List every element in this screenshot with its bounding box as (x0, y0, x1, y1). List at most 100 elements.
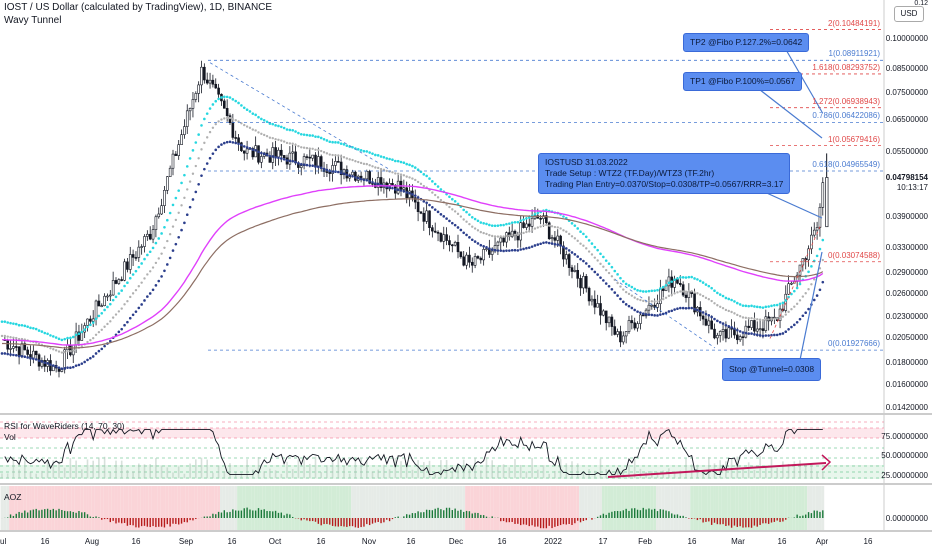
tunnel-navy-dot (140, 303, 143, 306)
tunnel-navy-dot (704, 312, 708, 316)
aoz-bar (189, 518, 191, 521)
currency-badge[interactable]: USD (894, 6, 924, 22)
tunnel-navy-dot (394, 188, 397, 191)
aoz-bar (140, 518, 143, 527)
tunnel-cyan-dot (690, 275, 693, 279)
candle-body (428, 210, 431, 228)
volume-bar (685, 458, 687, 478)
volume-bar (702, 470, 704, 478)
tunnel-navy-dot (91, 355, 95, 358)
tunnel-gray-dot (109, 320, 112, 323)
tunnel-cyan-dot (593, 245, 597, 249)
price-tick-label: 0.01420000 (885, 403, 928, 412)
tunnel-cyan-dot (525, 217, 528, 220)
trade-setup-callout[interactable]: IOSTUSD 31.03.2022 Trade Setup : WTZ2 (T… (538, 153, 791, 194)
tunnel-cyan-dot (23, 324, 27, 328)
aoz-bg-cell (664, 486, 668, 530)
aoz-bar (511, 518, 513, 522)
aoz-bar (611, 511, 613, 518)
candle-body (610, 316, 614, 327)
aoz-bg-cell (547, 486, 551, 530)
tunnel-cyan-dot (596, 248, 599, 252)
tunnel-cyan-dot (314, 135, 317, 138)
tunnel-gray-dot (462, 218, 465, 221)
tunnel-cyan-dot (271, 122, 275, 126)
candle-body (154, 216, 158, 231)
tunnel-cyan-dot (453, 199, 457, 203)
tunnel-cyan-dot (516, 220, 520, 224)
x-tick-label: 16 (131, 537, 141, 546)
volume-bar (371, 471, 374, 478)
aoz-bar (320, 518, 322, 526)
volume-bar (742, 469, 744, 478)
tunnel-cyan-dot (573, 224, 577, 227)
aoz-bar (457, 510, 459, 518)
tunnel-cyan-dot (365, 150, 369, 153)
aoz-bg-cell (29, 486, 32, 530)
tunnel-gray-dot (693, 291, 696, 294)
tunnel-cyan-dot (798, 282, 802, 286)
tunnel-cyan-dot (211, 103, 215, 106)
aoz-bg-cell (399, 486, 403, 530)
aoz-bar (574, 518, 576, 524)
last-price-label: 0.04798154 (885, 172, 928, 182)
tp1-callout[interactable]: TP1 @Fibo P.100%=0.0567 (683, 72, 803, 91)
candle-body (790, 282, 793, 285)
fib-level-label: 1(0.05679416) (827, 134, 880, 144)
tunnel-cyan-dot (376, 154, 380, 157)
aoz-bg-cell (239, 486, 243, 530)
tunnel-cyan-dot (468, 213, 471, 216)
tunnel-gray-dot (411, 177, 414, 180)
volume-bar (29, 472, 32, 478)
tunnel-cyan-dot (790, 292, 793, 296)
aoz-bar (306, 518, 308, 521)
candle-body (522, 222, 525, 228)
aoz-bar (311, 518, 314, 522)
tunnel-navy-dot (234, 141, 237, 145)
aoz-bg-cell (564, 486, 568, 530)
stop-callout[interactable]: Stop @Tunnel=0.0308 (722, 358, 822, 381)
aoz-bg-cell (807, 486, 810, 530)
candle-body (479, 257, 483, 261)
tunnel-cyan-dot (191, 149, 195, 152)
aoz-bg-cell (701, 486, 705, 530)
aoz-bar (577, 518, 579, 521)
tunnel-gray-dot (662, 297, 665, 301)
candle-body (550, 237, 554, 240)
volume-bar (109, 472, 112, 478)
candle-body (197, 84, 200, 94)
candle-body (365, 171, 369, 180)
aoz-bar (269, 511, 271, 518)
candle-body (701, 315, 705, 320)
tunnel-navy-dot (545, 241, 548, 244)
aoz-bg-cell (308, 486, 312, 530)
aoz-bar (18, 511, 20, 518)
tunnel-gray-dot (345, 157, 349, 160)
candle-body (94, 300, 98, 320)
tunnel-gray-dot (804, 292, 807, 295)
candle-body (613, 326, 617, 335)
tunnel-navy-dot (402, 189, 406, 193)
aoz-bar (554, 518, 556, 527)
tunnel-gray-dot (753, 317, 756, 321)
tunnel-navy-dot (716, 319, 719, 323)
tunnel-navy-dot (613, 291, 617, 294)
tunnel-navy-dot (710, 315, 713, 319)
aoz-bar (451, 510, 453, 518)
aoz-bg-cell (11, 486, 15, 530)
tunnel-cyan-dot (465, 210, 468, 214)
candle-body (525, 223, 528, 228)
tunnel-navy-dot (533, 244, 537, 247)
tunnel-cyan-dot (710, 286, 713, 290)
aoz-bar (169, 518, 171, 527)
tp2-callout[interactable]: TP2 @Fibo P.127.2%=0.0642 (683, 33, 810, 52)
aoz-bg-cell (673, 486, 677, 530)
tunnel-gray-dot (414, 178, 417, 182)
candle-body (716, 334, 719, 339)
candle-body (667, 276, 671, 287)
tunnel-gray-dot (362, 162, 366, 166)
tunnel-cyan-dot (576, 227, 579, 230)
tunnel-navy-dot (322, 167, 326, 171)
aoz-bg-cell (690, 486, 694, 530)
